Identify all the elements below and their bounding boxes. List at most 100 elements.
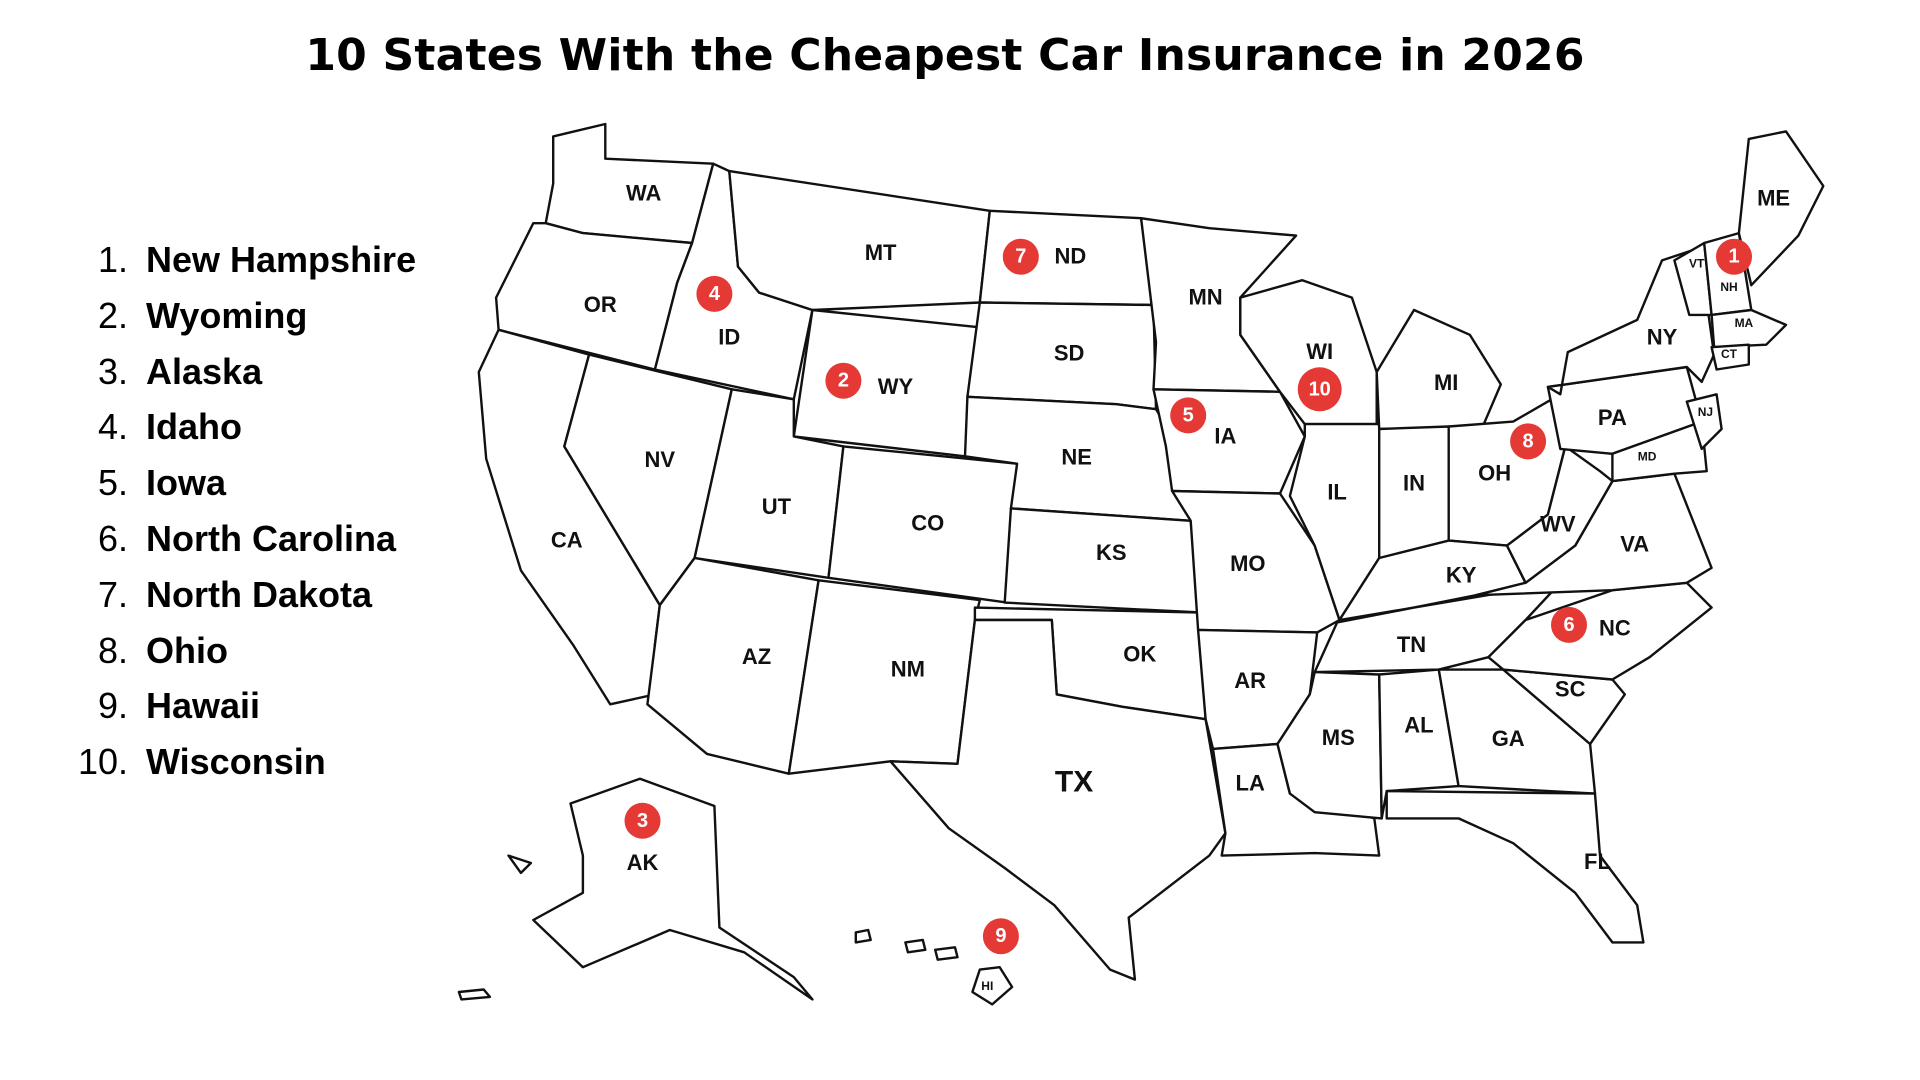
state-label-ct: CT [1721, 347, 1738, 361]
rank-badge-number: 3 [637, 810, 648, 832]
aleutian-island [457, 988, 492, 1001]
rank-badge-number: 7 [1015, 246, 1026, 268]
rank-badge-number: 8 [1523, 430, 1534, 452]
rank-badge-circle [1170, 397, 1207, 434]
state-label-pa: PA [1598, 405, 1627, 430]
rank-badge-wi: 10 [1297, 367, 1342, 412]
rank-state: Hawaii [146, 685, 261, 727]
ranking-item: 2. Wyoming [44, 288, 416, 344]
state-label-md: MD [1638, 450, 1657, 464]
rank-badge-circle [1510, 423, 1547, 460]
state-nj [1685, 393, 1723, 451]
rank-badge-circle [825, 362, 862, 399]
state-label-ky: KY [1446, 562, 1477, 587]
rank-state: Alaska [146, 350, 263, 392]
rank-badge-circle [1551, 606, 1587, 643]
state-label-ms: MS [1322, 725, 1355, 750]
state-ma [1710, 308, 1788, 349]
ranking-list: 1. New Hampshire 2. Wyoming 3. Alaska 4. Ida… [44, 232, 416, 790]
state-label-or: OR [584, 292, 617, 317]
state-label-sd: SD [1054, 340, 1085, 365]
rank-badge-circle [624, 802, 661, 839]
state-label-nd: ND [1055, 244, 1087, 269]
rank-badge-nd: 7 [1002, 238, 1039, 275]
state-label-me: ME [1757, 185, 1790, 210]
ranking-item: 7. North Dakota [44, 567, 416, 623]
rank-state: Wisconsin [146, 741, 326, 783]
state-label-nm: NM [891, 657, 925, 682]
ranking-item: 10. Wisconsin [44, 734, 416, 790]
rank-state: North Dakota [146, 573, 373, 615]
state-label-in: IN [1403, 471, 1425, 496]
rank-number: 5. [97, 462, 128, 504]
hawaii-island2 [904, 938, 927, 954]
state-label-sc: SC [1555, 677, 1586, 702]
state-wv [1505, 445, 1614, 584]
state-label-ny: NY [1647, 324, 1678, 349]
state-label-mt: MT [865, 240, 897, 265]
state-label-tn: TN [1397, 632, 1426, 657]
rank-number: 10. [77, 741, 128, 783]
rank-state: New Hampshire [146, 239, 417, 280]
state-nm [787, 579, 981, 775]
rank-state: Idaho [146, 406, 242, 448]
state-mt [728, 169, 991, 312]
rank-number: 1. [97, 239, 128, 280]
state-label-ok: OK [1123, 642, 1156, 667]
hawaii-island [854, 928, 872, 944]
rank-badge-number: 9 [995, 925, 1006, 947]
state-label-ak: AK [627, 850, 659, 875]
state-label-ga: GA [1492, 726, 1525, 751]
state-label-wa: WA [626, 181, 662, 206]
state-ct [1710, 343, 1751, 371]
state-label-ar: AR [1234, 668, 1266, 693]
state-label-co: CO [911, 510, 944, 535]
state-label-nj: NJ [1698, 405, 1713, 419]
rank-badge-circle [1297, 367, 1342, 412]
state-tx [889, 618, 1227, 981]
state-label-fl: FL [1584, 849, 1611, 874]
state-label-id: ID [718, 324, 740, 349]
rank-badge-circle [696, 275, 733, 312]
rank-badge-circle [1002, 238, 1039, 275]
state-label-wy: WY [878, 374, 914, 399]
state-al [1377, 668, 1460, 820]
state-label-ma: MA [1735, 316, 1754, 330]
rank-badge-number: 4 [709, 283, 721, 305]
rank-state: North Carolina [146, 517, 397, 559]
rank-number: 2. [97, 294, 128, 336]
ranking-item: 4. Idaho [44, 399, 416, 455]
state-label-nv: NV [645, 447, 676, 472]
rank-badge-number: 6 [1563, 614, 1574, 636]
state-label-ne: NE [1061, 445, 1092, 470]
rank-badge-hi: 9 [982, 918, 1019, 955]
rank-state: Wyoming [146, 294, 308, 336]
ranking-item: 9. Hawaii [44, 678, 416, 734]
state-nc [1487, 581, 1713, 681]
state-label-mo: MO [1230, 551, 1265, 576]
ranking-item: 1. New Hampshire [44, 232, 416, 288]
state-mo [1170, 489, 1341, 634]
state-label-az: AZ [742, 644, 771, 669]
rank-number: 8. [97, 629, 128, 671]
state-label-ut: UT [762, 494, 792, 519]
rank-number: 4. [97, 406, 128, 448]
rank-badge-circle [1716, 238, 1752, 275]
state-label-ks: KS [1096, 540, 1127, 565]
state-label-hi: HI [981, 979, 993, 993]
state-label-va: VA [1620, 531, 1649, 556]
rank-badge-nc: 6 [1551, 606, 1587, 643]
rank-badge-number: 10 [1309, 378, 1331, 400]
state-label-il: IL [1327, 479, 1347, 504]
state-label-mi: MI [1434, 370, 1458, 395]
state-md [1611, 420, 1708, 483]
rank-number: 6. [97, 517, 128, 559]
state-label-wv: WV [1540, 512, 1576, 537]
rank-badge-nh: 1 [1716, 238, 1752, 275]
rank-badge-number: 2 [838, 370, 849, 392]
state-label-vt: VT [1689, 256, 1705, 270]
rank-number: 9. [97, 685, 128, 727]
state-hi [971, 966, 1014, 1006]
rank-number: 7. [97, 573, 128, 615]
